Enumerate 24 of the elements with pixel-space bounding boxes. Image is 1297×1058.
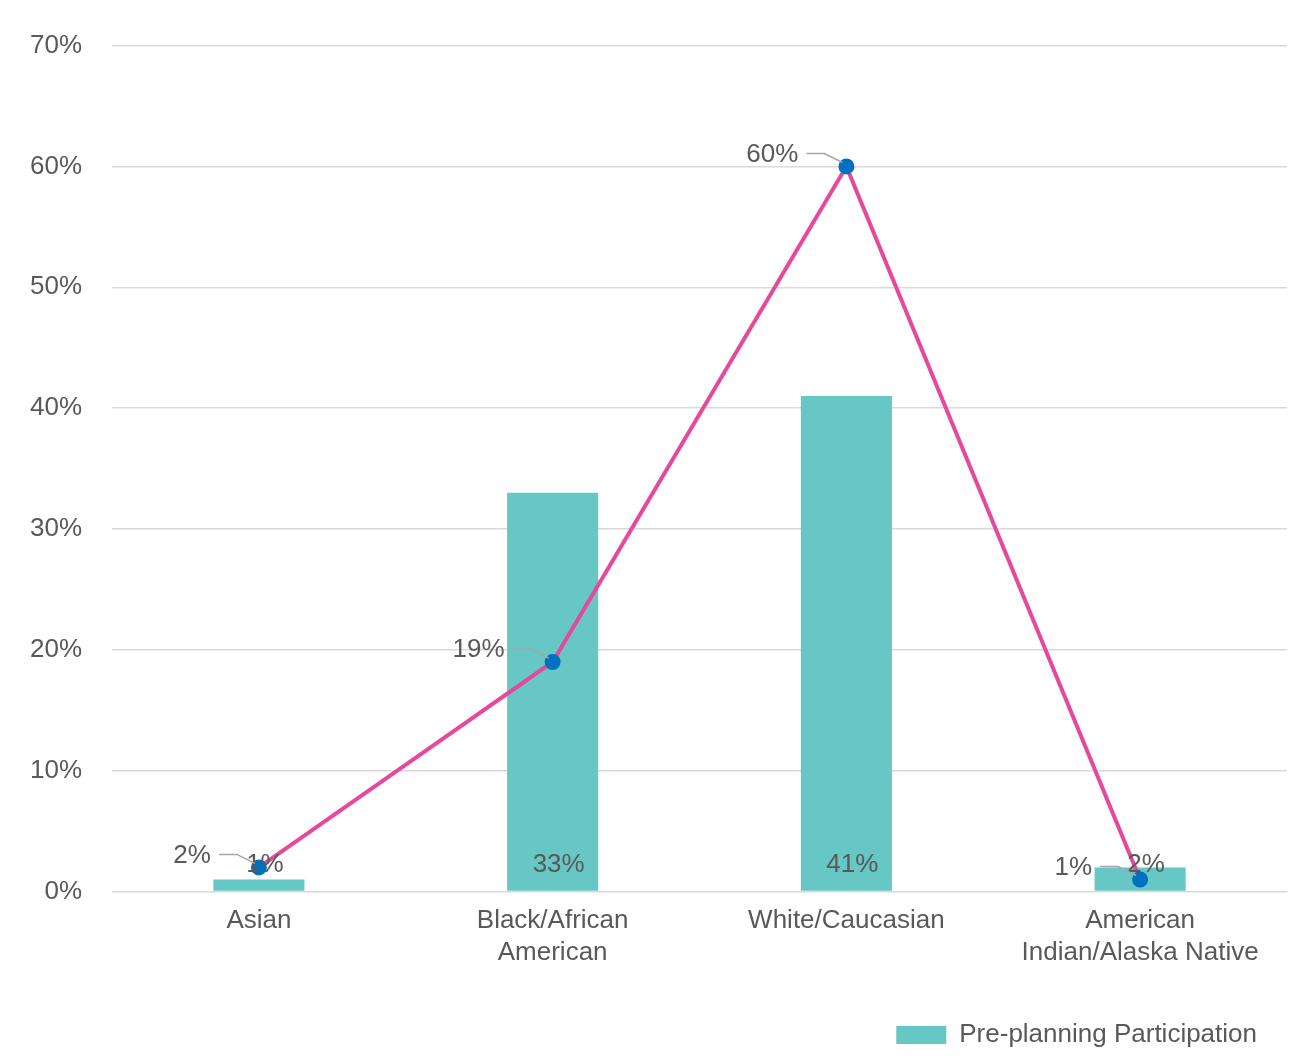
y-tick-label: 20% xyxy=(29,633,83,664)
data-label: 60% xyxy=(746,137,799,168)
y-tick-label: 30% xyxy=(29,512,83,543)
legend-label: Pre-planning Participation xyxy=(959,1018,1257,1049)
y-tick-label: 10% xyxy=(29,753,83,784)
data-label: 1% xyxy=(1054,850,1093,881)
y-tick-label: 0% xyxy=(44,874,83,905)
point xyxy=(838,158,855,175)
x-tick-label: American Indian/Alaska Native xyxy=(1021,904,1259,966)
x-tick-label: Asian xyxy=(226,904,292,935)
y-tick-label: 70% xyxy=(29,28,83,59)
data-label: 41% xyxy=(826,847,879,878)
data-label: 33% xyxy=(532,847,585,878)
y-tick-label: 40% xyxy=(29,391,83,422)
data-label: 19% xyxy=(452,633,505,664)
x-tick-label: Black/African American xyxy=(476,904,629,966)
x-tick-label: White/Caucasian xyxy=(748,904,945,935)
bar xyxy=(800,396,892,891)
y-tick-label: 60% xyxy=(29,149,83,180)
y-tick-label: 50% xyxy=(29,270,83,301)
data-label: 2% xyxy=(173,838,211,869)
bar xyxy=(213,879,305,891)
bar xyxy=(507,492,599,891)
point xyxy=(544,653,561,670)
